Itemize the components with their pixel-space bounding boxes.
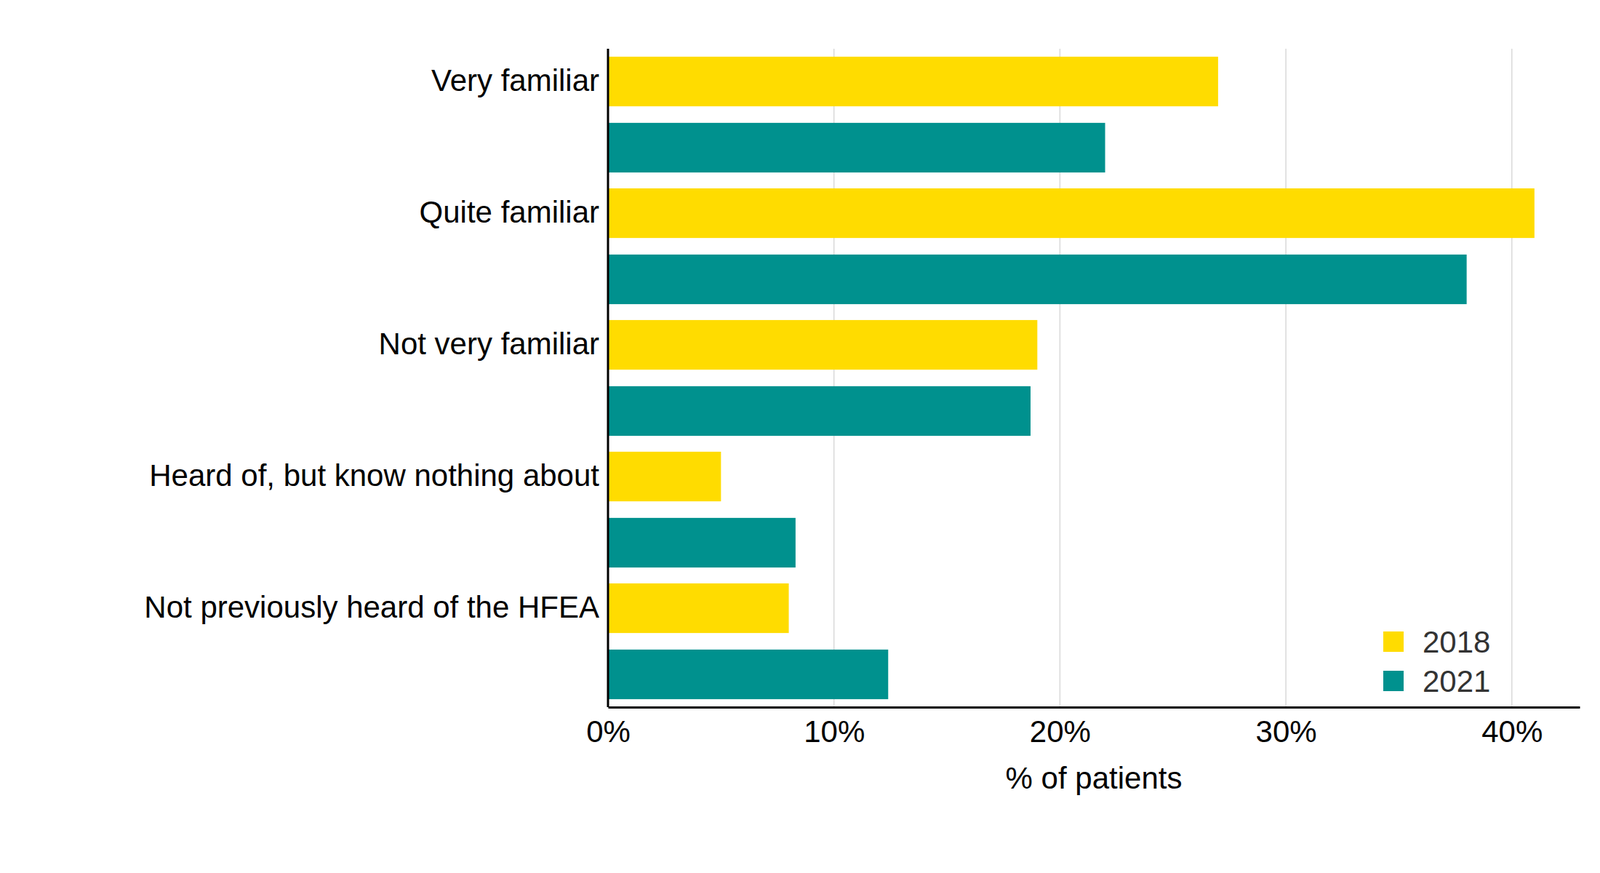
y-tick: Not very familiar xyxy=(378,326,608,361)
bar xyxy=(608,451,721,502)
y-tick: Heard of, but know nothing about xyxy=(149,458,608,493)
x-tick: 20% xyxy=(1029,706,1091,749)
x-tick: 30% xyxy=(1256,706,1318,749)
bar xyxy=(608,583,790,633)
bar xyxy=(608,517,796,568)
y-tick: Not previously heard of the HFEA xyxy=(144,589,608,624)
grid-line xyxy=(1285,48,1287,707)
x-tick: 10% xyxy=(803,706,865,749)
y-tick-label: Very familiar xyxy=(431,63,600,98)
legend-item: 2018 xyxy=(1383,624,1491,659)
bar xyxy=(608,649,888,699)
y-tick: Quite familiar xyxy=(419,194,608,230)
x-axis-title: % of patients xyxy=(1005,760,1183,795)
legend: 2018 2021 xyxy=(1383,624,1491,699)
chart: 0% 10% 20% 30% 40% Very familiar Quite familia… xyxy=(0,0,1600,873)
bar xyxy=(608,188,1535,238)
y-tick: Very familiar xyxy=(431,63,608,98)
legend-swatch xyxy=(1383,631,1404,652)
x-tick-label: 30% xyxy=(1256,714,1318,749)
y-tick-label: Heard of, but know nothing about xyxy=(149,458,600,493)
x-tick-label: 20% xyxy=(1029,714,1091,749)
bar xyxy=(608,320,1038,370)
bar xyxy=(608,254,1467,304)
bar xyxy=(608,386,1031,436)
bars xyxy=(608,56,1535,699)
x-tick-label: 0% xyxy=(586,714,631,749)
legend-label: 2018 xyxy=(1422,624,1491,659)
plot: 0% 10% 20% 30% 40% Very familiar Quite familia… xyxy=(144,48,1580,749)
bar xyxy=(608,122,1106,173)
x-axis: 0% 10% 20% 30% 40% xyxy=(586,706,1580,749)
y-axis-line xyxy=(607,48,610,707)
y-tick-label: Quite familiar xyxy=(419,194,600,230)
x-tick: 0% xyxy=(586,706,631,749)
y-axis: Very familiar Quite familiar Not very fami… xyxy=(144,63,608,624)
y-tick-label: Not very familiar xyxy=(378,326,600,361)
x-tick-label: 40% xyxy=(1481,714,1543,749)
bar xyxy=(608,56,1219,107)
legend-label: 2021 xyxy=(1422,664,1491,699)
x-tick: 40% xyxy=(1481,706,1543,749)
x-tick-label: 10% xyxy=(803,714,865,749)
grid-line xyxy=(1511,48,1513,707)
legend-item: 2021 xyxy=(1383,664,1491,699)
y-tick-label: Not previously heard of the HFEA xyxy=(144,589,600,624)
x-axis-line xyxy=(608,706,1581,709)
legend-swatch xyxy=(1383,670,1404,691)
